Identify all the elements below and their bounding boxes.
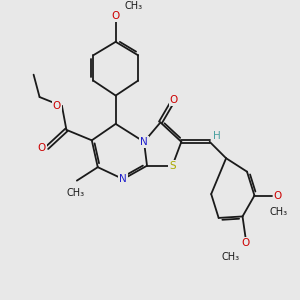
Text: CH₃: CH₃ [221,252,240,262]
Text: N: N [140,137,148,147]
Text: O: O [112,11,120,22]
Text: N: N [119,174,127,184]
Text: O: O [52,101,61,111]
Text: O: O [274,190,282,200]
Text: H: H [213,131,221,141]
Text: CH₃: CH₃ [269,207,287,217]
Text: O: O [242,238,250,248]
Text: S: S [169,161,176,171]
Text: O: O [38,143,46,153]
Text: CH₃: CH₃ [66,188,84,198]
Text: O: O [170,95,178,105]
Text: CH₃: CH₃ [124,1,142,11]
